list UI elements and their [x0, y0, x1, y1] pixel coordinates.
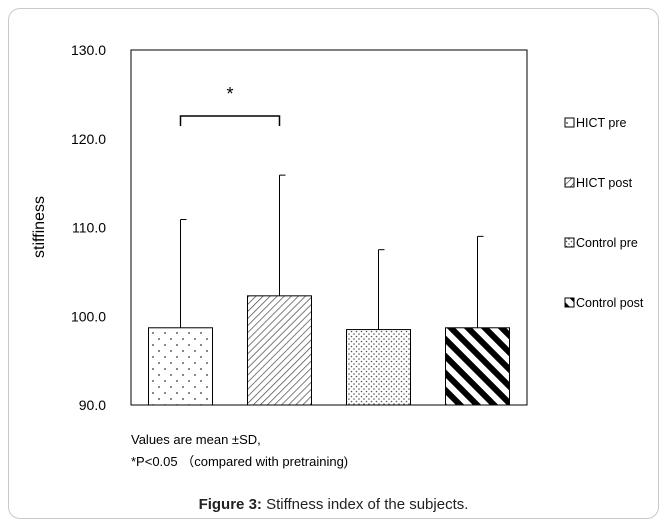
legend-label: Control post — [576, 296, 644, 310]
bar-control-pre — [346, 329, 411, 406]
stats-note-line2: *P<0.05 （compared with pretraining) — [131, 454, 349, 469]
caption-label: Figure 3: — [198, 496, 262, 513]
significance-bracket — [179, 115, 281, 126]
legend-swatch — [564, 177, 575, 188]
plot-area — [130, 49, 528, 406]
legend-swatch — [564, 237, 575, 248]
y-tick-label: 90.0 — [79, 397, 106, 413]
legend-label: Control pre — [576, 236, 638, 250]
bar-chart: stiffiness 130.0 120.0 110.0 100.0 90.0 * HI… — [31, 42, 644, 413]
legend-label: HICT post — [576, 176, 633, 190]
y-tick-label: 100.0 — [71, 308, 106, 324]
stats-note-line1: Values are mean ±SD, — [131, 432, 261, 447]
legend-swatch — [564, 297, 575, 308]
y-tick-label: 130.0 — [71, 42, 106, 58]
y-axis-label: stiffiness — [31, 196, 48, 258]
legend-swatch — [564, 117, 575, 128]
y-tick-label: 120.0 — [71, 131, 106, 147]
legend-label: HICT pre — [576, 116, 627, 130]
bar-hict-pre — [148, 327, 213, 406]
y-tick-label: 110.0 — [72, 220, 106, 236]
bar-control-post — [445, 327, 510, 406]
significance-marker: * — [226, 84, 233, 104]
figure-caption: Figure 3: Stiffness index of the subject… — [0, 496, 667, 513]
figure-frame — [8, 8, 659, 519]
caption-text: Stiffness index of the subjects. — [261, 496, 469, 513]
bar-hict-post — [247, 295, 312, 406]
